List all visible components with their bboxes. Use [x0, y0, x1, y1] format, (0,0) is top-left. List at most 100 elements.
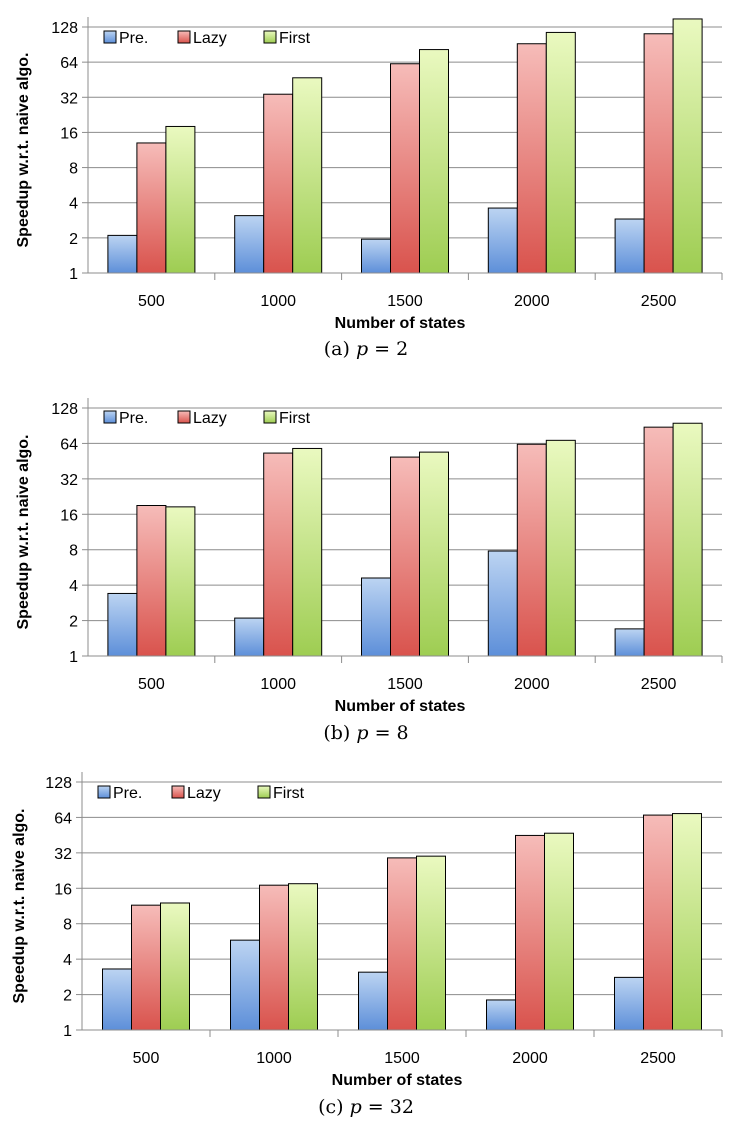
chart-3: 1 2 4 8 16 32 64 128 500 1000 1500 2000 2500 Number o… [11, 772, 723, 1118]
caption-value: = 8 [369, 722, 409, 744]
legend-swatch-pre [103, 410, 117, 424]
x-axis-title: Number of states [335, 698, 466, 715]
bar-pre-1000 [234, 617, 265, 657]
legend-swatch-first [263, 410, 277, 424]
bar-lazy-1000 [263, 93, 294, 274]
bar-pre-1000 [230, 939, 260, 1031]
x-tick-label: 500 [138, 293, 165, 310]
x-axis-title: Number of states [335, 315, 466, 332]
legend-swatch-pre [97, 785, 111, 799]
caption-value: = 32 [362, 1096, 414, 1118]
bar-pre-2000 [487, 550, 518, 657]
bar-first-500 [165, 125, 196, 274]
bar-lazy-500 [136, 505, 167, 657]
bar-lazy-2500 [643, 426, 674, 657]
x-tick-label: 500 [133, 1050, 160, 1067]
x-tick-label: 1500 [387, 676, 423, 693]
bar-lazy-1000 [259, 884, 289, 1031]
bar-lazy-2500 [643, 33, 674, 274]
y-tick-label: 4 [63, 952, 72, 969]
y-tick-label: 1 [69, 266, 78, 283]
bar-pre-1000 [234, 215, 265, 274]
bar-first-2500 [672, 813, 702, 1031]
bar-pre-2500 [614, 218, 645, 274]
legend-label-pre: Pre. [119, 30, 148, 47]
x-tick-label: 500 [138, 676, 165, 693]
y-tick-label: 32 [60, 472, 78, 489]
legend-swatch-lazy [171, 785, 185, 799]
bar-pre-500 [107, 592, 138, 657]
y-tick-label: 8 [63, 917, 72, 934]
legend-label-first: First [273, 785, 305, 802]
bar-first-2500 [672, 422, 703, 657]
x-tick-label: 1000 [256, 1050, 292, 1067]
caption-variable: p [356, 338, 368, 360]
y-tick-label: 4 [69, 196, 78, 213]
bar-lazy-2500 [643, 814, 673, 1031]
chart-1: 1 2 4 8 16 32 64 128 500 1000 1500 2000 2500 Number o… [15, 17, 723, 360]
legend-swatch-first [263, 30, 277, 44]
bar-lazy-2000 [515, 834, 545, 1031]
y-tick-label: 64 [60, 436, 78, 453]
x-tick-label: 1000 [260, 676, 296, 693]
bar-lazy-500 [131, 904, 161, 1031]
caption-variable: p [350, 1096, 362, 1118]
y-tick-label: 32 [54, 846, 72, 863]
x-tick-label: 1500 [387, 293, 423, 310]
legend-swatch-lazy [177, 410, 191, 424]
bar-lazy-1000 [263, 452, 294, 657]
y-tick-label: 16 [54, 881, 72, 898]
legend-label-first: First [279, 30, 311, 47]
caption-label: (a) [324, 338, 356, 360]
legend-label-first: First [279, 410, 311, 427]
x-tick-label: 2500 [641, 676, 677, 693]
bar-first-1000 [288, 883, 318, 1031]
x-tick-label: 2500 [640, 1050, 676, 1067]
y-tick-label: 32 [60, 90, 78, 107]
bar-lazy-1500 [390, 63, 420, 274]
bar-first-500 [160, 902, 190, 1031]
y-tick-label: 8 [69, 161, 78, 178]
bar-first-2500 [672, 18, 703, 274]
x-tick-label: 1500 [384, 1050, 420, 1067]
bar-pre-1500 [361, 577, 391, 657]
y-tick-label: 16 [60, 507, 78, 524]
bar-pre-500 [102, 968, 132, 1031]
x-tick-label: 1000 [260, 293, 296, 310]
y-tick-label: 1 [69, 649, 78, 666]
y-tick-label: 128 [51, 20, 78, 37]
x-tick-label: 2500 [641, 293, 677, 310]
y-tick-label: 128 [51, 401, 78, 418]
bar-pre-2500 [614, 976, 644, 1031]
chart-2: 1 2 4 8 16 32 64 128 500 1000 1500 2000 2500 Number o… [15, 398, 723, 744]
bar-first-1500 [419, 49, 449, 274]
legend-label-pre: Pre. [119, 410, 148, 427]
y-axis-title: Speedup w.r.t. naive algo. [15, 52, 32, 247]
x-axis-title: Number of states [332, 1072, 463, 1089]
y-tick-label: 16 [60, 125, 78, 142]
y-tick-label: 2 [69, 614, 78, 631]
legend-label-pre: Pre. [113, 785, 142, 802]
x-tick-label: 2000 [512, 1050, 548, 1067]
legend-label-lazy: Lazy [187, 785, 221, 802]
legend-label-lazy: Lazy [193, 30, 227, 47]
y-tick-label: 1 [63, 1023, 72, 1040]
x-tick-label: 2000 [514, 676, 550, 693]
bar-lazy-2000 [516, 443, 547, 657]
bar-lazy-500 [136, 142, 167, 274]
caption-label: (c) [318, 1096, 350, 1118]
legend-swatch-pre [103, 30, 117, 44]
y-axis-title: Speedup w.r.t. naive algo. [15, 434, 32, 629]
bar-first-500 [165, 506, 196, 657]
subfigure-caption: (c) p = 32 [318, 1096, 414, 1118]
y-tick-label: 128 [45, 775, 72, 792]
subfigure-caption: (a) p = 2 [324, 338, 408, 360]
caption-value: = 2 [368, 338, 408, 360]
bar-first-2000 [544, 832, 574, 1031]
bar-first-2000 [545, 439, 576, 657]
bar-first-1500 [416, 855, 446, 1031]
subfigure-caption: (b) p = 8 [323, 722, 408, 744]
y-axis-title: Speedup w.r.t. naive algo. [11, 808, 28, 1003]
bar-lazy-1500 [390, 456, 420, 657]
